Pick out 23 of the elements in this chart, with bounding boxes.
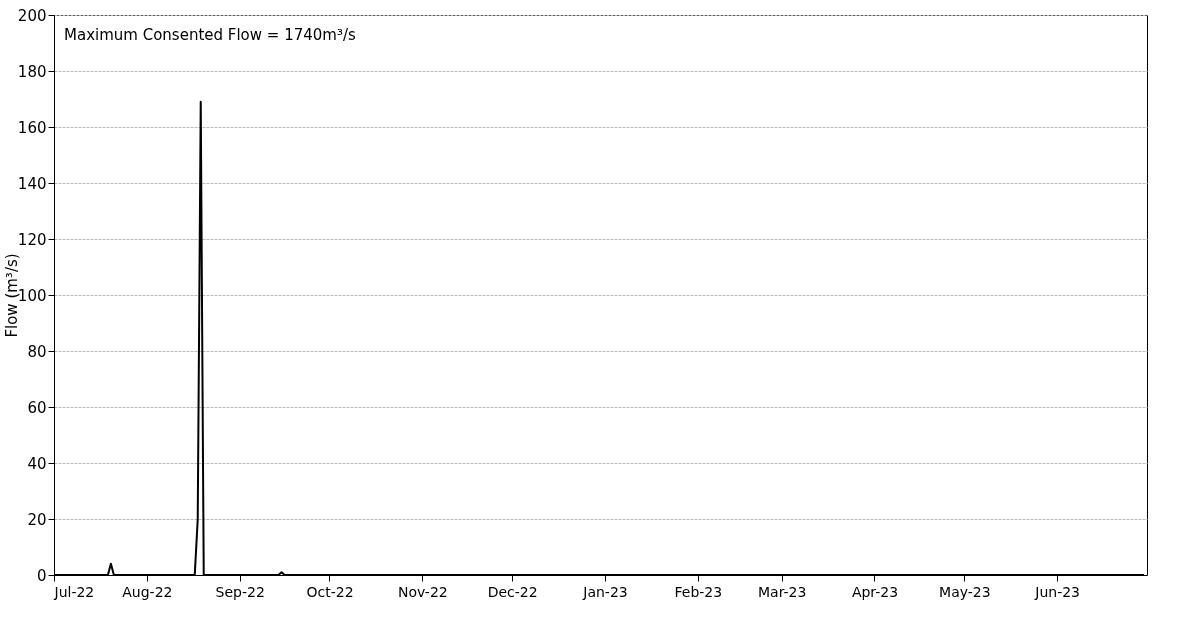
x-tick-label: Sep-22 (215, 583, 265, 600)
x-tick-label: Apr-23 (851, 583, 899, 600)
x-tick-label: Nov-22 (397, 583, 448, 600)
y-tick-label: 60 (27, 398, 47, 417)
x-tick-label: Aug-22 (122, 583, 173, 600)
y-tick-label: 180 (17, 62, 47, 81)
y-tick-label: 120 (17, 230, 47, 249)
y-tick-label: 140 (17, 174, 47, 193)
y-tick-label: 160 (17, 118, 47, 137)
x-tick-label: Mar-23 (757, 583, 807, 600)
x-tick-label: Jul-22 (53, 583, 95, 600)
x-tick-label: Jun-23 (1034, 583, 1081, 600)
y-tick-label: 0 (36, 566, 47, 585)
x-tick-label: Jan-23 (582, 583, 628, 600)
x-tick-label: Oct-22 (306, 583, 354, 600)
y-tick-label: 80 (27, 342, 47, 361)
x-tick-label: May-23 (939, 583, 991, 600)
annotation: Maximum Consented Flow = 1740m³/s (64, 26, 356, 44)
y-tick-label: 40 (27, 454, 47, 473)
y-tick-label: 200 (17, 6, 47, 25)
x-tick-label: Dec-22 (487, 583, 538, 600)
y-tick-label: 20 (27, 510, 47, 529)
x-tick-label: Feb-23 (674, 583, 723, 600)
